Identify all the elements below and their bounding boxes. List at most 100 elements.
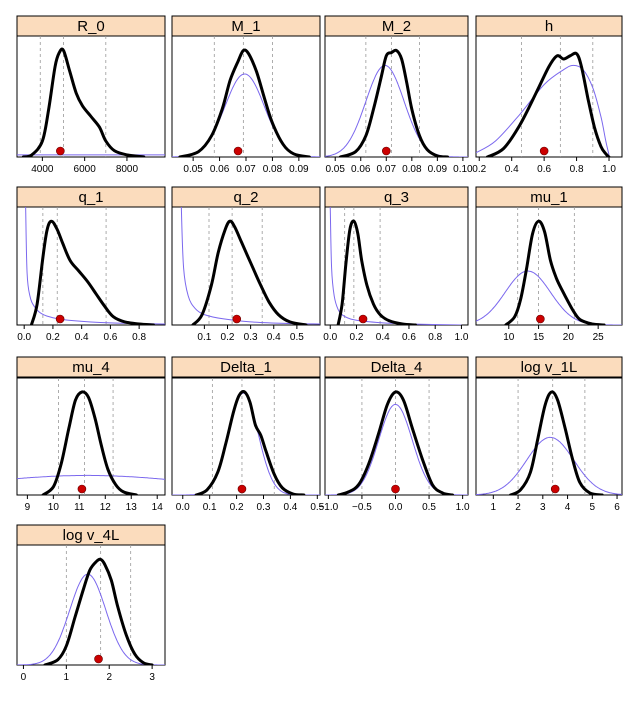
x-tick-label: 10: [48, 502, 60, 513]
x-tick-label: 0.09: [428, 164, 448, 175]
plot-content: [17, 36, 165, 157]
x-tick-label: 8000: [116, 164, 139, 175]
plot-content: [329, 207, 462, 325]
plot-content: [476, 36, 611, 157]
point-estimate-marker: [550, 484, 560, 494]
x-tick-label: 2: [106, 672, 112, 683]
x-tick-label: 0.07: [377, 164, 397, 175]
x-tick-label: 0.3: [244, 332, 258, 343]
x-tick-label: 0.2: [46, 332, 60, 343]
posterior-density-line: [178, 48, 311, 157]
prior-density-line: [17, 474, 165, 480]
point-estimate-marker: [94, 654, 103, 664]
posterior-density-line: [29, 219, 155, 325]
x-tick-label: 0.4: [75, 332, 89, 343]
x-tick-label: 0.06: [210, 164, 230, 175]
x-tick-label: 0.1: [197, 332, 211, 343]
point-estimate-marker: [232, 314, 242, 324]
x-tick-label: 11: [74, 502, 85, 513]
posterior-density-line: [338, 48, 450, 157]
x-tick-label: 0.0: [323, 332, 337, 343]
prior-density-line: [476, 64, 610, 156]
x-tick-label: 1.0: [454, 332, 468, 343]
plot-content: [476, 378, 622, 495]
point-estimate-marker: [77, 484, 87, 494]
prior-density-line: [180, 207, 320, 325]
plot-area: [324, 206, 469, 326]
panel-q-3: q_3 0.0 0.2 0.4 0.6 0.8 1.0: [323, 186, 469, 343]
x-tick-label: 0.4: [283, 502, 297, 513]
posterior-density-line: [509, 390, 604, 495]
x-tick-label: 0.0: [176, 502, 190, 513]
plot-content: [180, 207, 320, 325]
plot-content: [172, 378, 320, 495]
point-estimate-marker: [539, 146, 549, 156]
panel-q-1: q_1 0.0 0.2 0.4 0.6 0.8: [16, 186, 166, 343]
x-tick-label: 6: [614, 502, 620, 513]
plot-content: [17, 545, 165, 665]
strip-header: [171, 356, 321, 378]
panel-delta-4: Delta_4 −1.0 −0.5 0.0 0.5 1.0: [318, 356, 470, 513]
plot-area: [475, 206, 623, 326]
plot-content: [476, 207, 622, 325]
panel-q-2: q_2 0.1 0.2 0.3 0.4 0.5: [171, 186, 321, 343]
point-estimate-marker: [391, 484, 400, 494]
x-tick-label: 0.06: [351, 164, 371, 175]
x-tick-label: 0.2: [230, 502, 244, 513]
x-tick-label: 15: [533, 332, 545, 343]
x-tick-label: 0.5: [422, 502, 436, 513]
posterior-density-line: [336, 219, 417, 325]
x-tick-label: 6000: [74, 164, 97, 175]
plot-area: [16, 206, 166, 326]
posterior-density-line: [336, 390, 455, 495]
x-tick-label: 0: [21, 672, 27, 683]
panel-title: q_2: [233, 189, 258, 206]
strip-header: [16, 356, 166, 378]
plot-area: [475, 377, 623, 496]
panel-m-1: M_1 0.05 0.06 0.07 0.08 0.09: [171, 15, 321, 175]
x-tick-label: 0.4: [267, 332, 281, 343]
x-tick-label: 0.0: [17, 332, 31, 343]
point-estimate-marker: [55, 314, 65, 324]
posterior-density-line: [485, 51, 611, 157]
x-tick-label: 1.0: [602, 164, 616, 175]
panel-title: log v_1L: [521, 359, 578, 376]
posterior-density-line: [191, 219, 308, 325]
point-estimate-marker: [358, 314, 368, 324]
plot-area: [16, 35, 166, 158]
x-tick-label: 1: [64, 672, 70, 683]
panel-title: M_2: [382, 18, 411, 35]
panel-title: h: [545, 18, 553, 35]
x-tick-label: 4: [565, 502, 571, 513]
x-tick-label: 0.5: [290, 332, 304, 343]
posterior-density-line: [21, 47, 146, 157]
panel-title: R_0: [77, 18, 105, 35]
panel-title: M_1: [231, 18, 260, 35]
x-tick-label: 1: [491, 502, 497, 513]
plot-area: [16, 544, 166, 666]
x-tick-label: −1.0: [318, 502, 338, 513]
prior-density-line: [17, 573, 165, 665]
x-tick-label: 0.08: [402, 164, 422, 175]
plot-content: [325, 378, 468, 495]
x-tick-label: 10: [503, 332, 515, 343]
x-tick-label: 1.0: [456, 502, 470, 513]
panel-m-2: M_2 0.05 0.06 0.07 0.08 0.09 0.10: [324, 15, 473, 175]
strip-header: [475, 356, 623, 378]
x-tick-label: 0.05: [325, 164, 345, 175]
posterior-density-line: [194, 390, 306, 495]
panel-delta-1: Delta_1 0.0 0.1 0.2 0.3 0.4 0.5: [171, 356, 325, 513]
x-tick-label: 0.6: [537, 164, 551, 175]
panel-mu-4: mu_4 9 10 11 12 13 14: [16, 356, 166, 513]
panel-title: Delta_1: [220, 359, 272, 376]
x-tick-label: 0.6: [402, 332, 416, 343]
panel-h: h 0.2 0.4 0.6 0.8 1.0: [472, 15, 623, 175]
panel-mu-1: mu_1 10 15 20 25: [475, 186, 623, 343]
point-estimate-marker: [233, 146, 243, 156]
panel-title: mu_4: [72, 359, 110, 376]
x-tick-label: 14: [152, 502, 164, 513]
x-tick-label: 0.2: [221, 332, 235, 343]
x-tick-label: 0.8: [132, 332, 146, 343]
point-estimate-marker: [237, 484, 247, 494]
plot-area: [171, 206, 321, 326]
